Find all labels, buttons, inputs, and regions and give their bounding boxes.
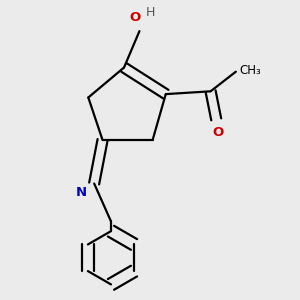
Text: H: H — [146, 6, 155, 19]
Text: N: N — [76, 186, 87, 199]
Text: CH₃: CH₃ — [239, 64, 261, 77]
Text: O: O — [212, 126, 223, 139]
Text: O: O — [130, 11, 141, 24]
